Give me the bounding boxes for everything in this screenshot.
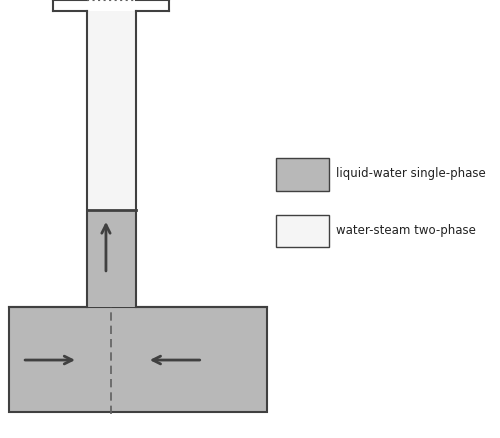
Bar xyxy=(276,215,330,247)
Bar xyxy=(9,307,267,412)
Bar xyxy=(276,158,330,191)
Bar xyxy=(276,158,330,191)
Bar xyxy=(276,215,330,247)
Text: liquid-water single-phase: liquid-water single-phase xyxy=(336,166,486,180)
Bar xyxy=(9,307,267,412)
Bar xyxy=(87,210,136,307)
Bar xyxy=(87,11,136,210)
Bar xyxy=(87,210,136,307)
Bar xyxy=(87,11,136,210)
Text: water-steam two-phase: water-steam two-phase xyxy=(336,224,476,237)
